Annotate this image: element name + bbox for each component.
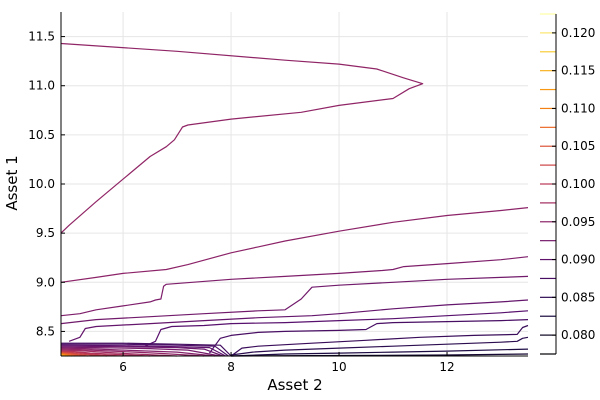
y-tick-label: 11.0 bbox=[28, 79, 55, 93]
contour-lines bbox=[61, 44, 528, 357]
y-tick-label: 10.5 bbox=[28, 128, 55, 142]
x-tick-label: 6 bbox=[119, 360, 127, 374]
colorbar-tick-label: 0.105 bbox=[561, 139, 595, 153]
y-axis-label: Asset 1 bbox=[3, 155, 21, 210]
y-tick-label: 8.5 bbox=[36, 324, 55, 338]
colorbar-tick-label: 0.090 bbox=[561, 253, 595, 267]
contour-line bbox=[61, 44, 423, 234]
contour-line bbox=[61, 257, 528, 316]
contour-line bbox=[69, 300, 528, 341]
x-tick-label: 8 bbox=[227, 360, 235, 374]
colorbar-tick-label: 0.085 bbox=[561, 290, 595, 304]
y-tick-label: 9.0 bbox=[36, 275, 55, 289]
contour-line bbox=[145, 311, 528, 346]
x-tick-label: 12 bbox=[439, 360, 454, 374]
y-tick-label: 10.0 bbox=[28, 177, 55, 191]
colorbar: 0.080 0.085 0.090 0.095 0.100 0.105 0.110 0.115… bbox=[540, 14, 595, 354]
contour-line bbox=[61, 208, 528, 283]
colorbar-tick-label: 0.100 bbox=[561, 177, 595, 191]
colorbar-tick-label: 0.095 bbox=[561, 215, 595, 229]
colorbar-tick-label: 0.115 bbox=[561, 64, 595, 78]
colorbar-tick-label: 0.080 bbox=[561, 328, 595, 342]
colorbar-tick-label: 0.120 bbox=[561, 26, 595, 40]
contour-line bbox=[210, 320, 529, 354]
y-tick-label: 11.5 bbox=[28, 30, 55, 44]
colorbar-tick-label: 0.110 bbox=[561, 101, 595, 115]
y-tick-label: 9.5 bbox=[36, 226, 55, 240]
x-axis-label: Asset 2 bbox=[267, 376, 322, 394]
x-tick-label: 10 bbox=[331, 360, 346, 374]
contour-line bbox=[231, 326, 528, 357]
